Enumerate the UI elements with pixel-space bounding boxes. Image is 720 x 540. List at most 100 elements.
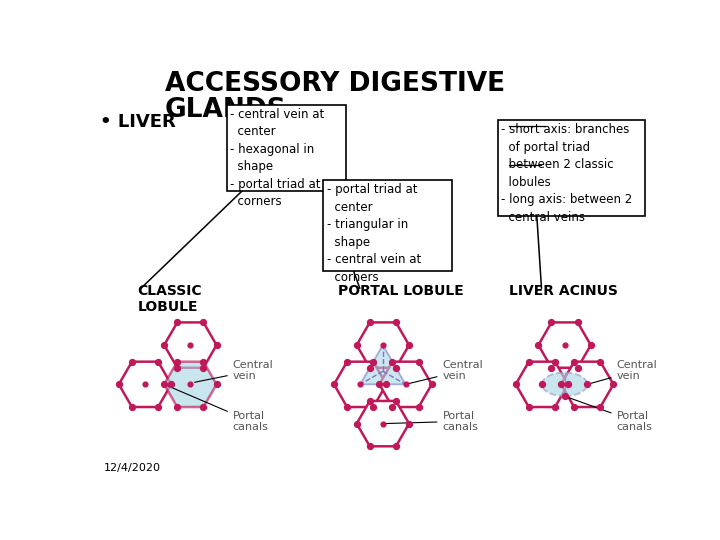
- Point: [426, 380, 438, 389]
- Point: [171, 403, 183, 411]
- Text: Central
vein: Central vein: [194, 360, 274, 382]
- Point: [153, 403, 164, 411]
- Point: [390, 318, 402, 327]
- Point: [198, 363, 210, 372]
- Point: [211, 341, 222, 349]
- Point: [367, 357, 379, 366]
- Point: [341, 403, 353, 411]
- Text: Portal
canals: Portal canals: [567, 397, 652, 432]
- Text: Central
vein: Central vein: [408, 360, 483, 384]
- Point: [351, 341, 362, 349]
- Point: [536, 380, 548, 389]
- Point: [546, 363, 557, 372]
- Polygon shape: [516, 362, 568, 407]
- Text: • LIVER: • LIVER: [99, 112, 175, 131]
- Point: [572, 318, 583, 327]
- Point: [364, 442, 376, 450]
- Text: - short axis: branches
  of portal triad
  between 2 classic
  lobules
- long ax: - short axis: branches of portal triad b…: [501, 123, 633, 224]
- FancyBboxPatch shape: [323, 180, 452, 271]
- Point: [562, 380, 574, 389]
- Point: [126, 403, 138, 411]
- Polygon shape: [356, 322, 409, 368]
- Point: [546, 318, 557, 327]
- Point: [211, 380, 222, 389]
- Polygon shape: [334, 362, 387, 407]
- Point: [536, 380, 548, 389]
- Point: [184, 380, 196, 389]
- Point: [126, 357, 138, 366]
- Ellipse shape: [542, 373, 588, 396]
- Point: [377, 341, 389, 349]
- FancyBboxPatch shape: [498, 120, 644, 217]
- Point: [510, 380, 521, 389]
- Point: [595, 357, 606, 366]
- Point: [559, 392, 570, 401]
- Text: LIVER ACINUS: LIVER ACINUS: [509, 284, 618, 298]
- Polygon shape: [164, 322, 217, 368]
- Point: [413, 403, 424, 411]
- Point: [139, 380, 150, 389]
- Point: [403, 341, 415, 349]
- Text: PORTAL LOBULE: PORTAL LOBULE: [338, 284, 464, 298]
- Point: [549, 403, 561, 411]
- Point: [582, 380, 593, 389]
- Point: [364, 318, 376, 327]
- Text: - portal triad at
  center
- triangular in
  shape
- central vein at
  corners: - portal triad at center - triangular in…: [327, 184, 421, 284]
- Point: [523, 403, 534, 411]
- Text: CLASSIC
LOBULE: CLASSIC LOBULE: [138, 284, 202, 314]
- Point: [387, 403, 398, 411]
- Point: [568, 403, 580, 411]
- Point: [400, 380, 411, 389]
- Point: [341, 357, 353, 366]
- Point: [354, 380, 366, 389]
- Text: GLANDS: GLANDS: [165, 97, 287, 123]
- Point: [403, 419, 415, 428]
- Point: [582, 380, 593, 389]
- Point: [158, 341, 170, 349]
- Point: [413, 357, 424, 366]
- Point: [198, 403, 210, 411]
- Point: [381, 380, 392, 389]
- Point: [390, 396, 402, 405]
- Point: [585, 341, 596, 349]
- Point: [198, 357, 210, 366]
- Point: [387, 357, 398, 366]
- Point: [364, 396, 376, 405]
- Polygon shape: [360, 345, 405, 384]
- Text: 12/4/2020: 12/4/2020: [104, 463, 161, 473]
- Point: [555, 380, 567, 389]
- Point: [171, 363, 183, 372]
- Point: [113, 380, 125, 389]
- Point: [198, 318, 210, 327]
- Text: Central
vein: Central vein: [590, 360, 657, 383]
- Polygon shape: [379, 362, 432, 407]
- Point: [153, 357, 164, 366]
- Point: [171, 318, 183, 327]
- Polygon shape: [164, 362, 217, 407]
- Point: [367, 403, 379, 411]
- Text: - central vein at
  center
- hexagonal in
  shape
- portal triad at
  corners: - central vein at center - hexagonal in …: [230, 108, 325, 208]
- Point: [549, 357, 561, 366]
- Point: [184, 341, 196, 349]
- Point: [533, 341, 544, 349]
- Point: [523, 357, 534, 366]
- Polygon shape: [539, 322, 590, 368]
- Polygon shape: [119, 362, 171, 407]
- Point: [374, 380, 385, 389]
- Point: [328, 380, 340, 389]
- Point: [390, 363, 402, 372]
- Text: ACCESSORY DIGESTIVE: ACCESSORY DIGESTIVE: [165, 71, 505, 97]
- Text: Portal
canals: Portal canals: [386, 410, 478, 432]
- Point: [390, 442, 402, 450]
- Point: [364, 363, 376, 372]
- Point: [595, 403, 606, 411]
- Polygon shape: [561, 362, 613, 407]
- Point: [608, 380, 619, 389]
- Point: [572, 363, 583, 372]
- FancyBboxPatch shape: [227, 105, 346, 191]
- Point: [158, 380, 170, 389]
- Point: [568, 357, 580, 366]
- Point: [171, 357, 183, 366]
- Text: Portal
canals: Portal canals: [167, 386, 269, 432]
- Polygon shape: [356, 401, 409, 446]
